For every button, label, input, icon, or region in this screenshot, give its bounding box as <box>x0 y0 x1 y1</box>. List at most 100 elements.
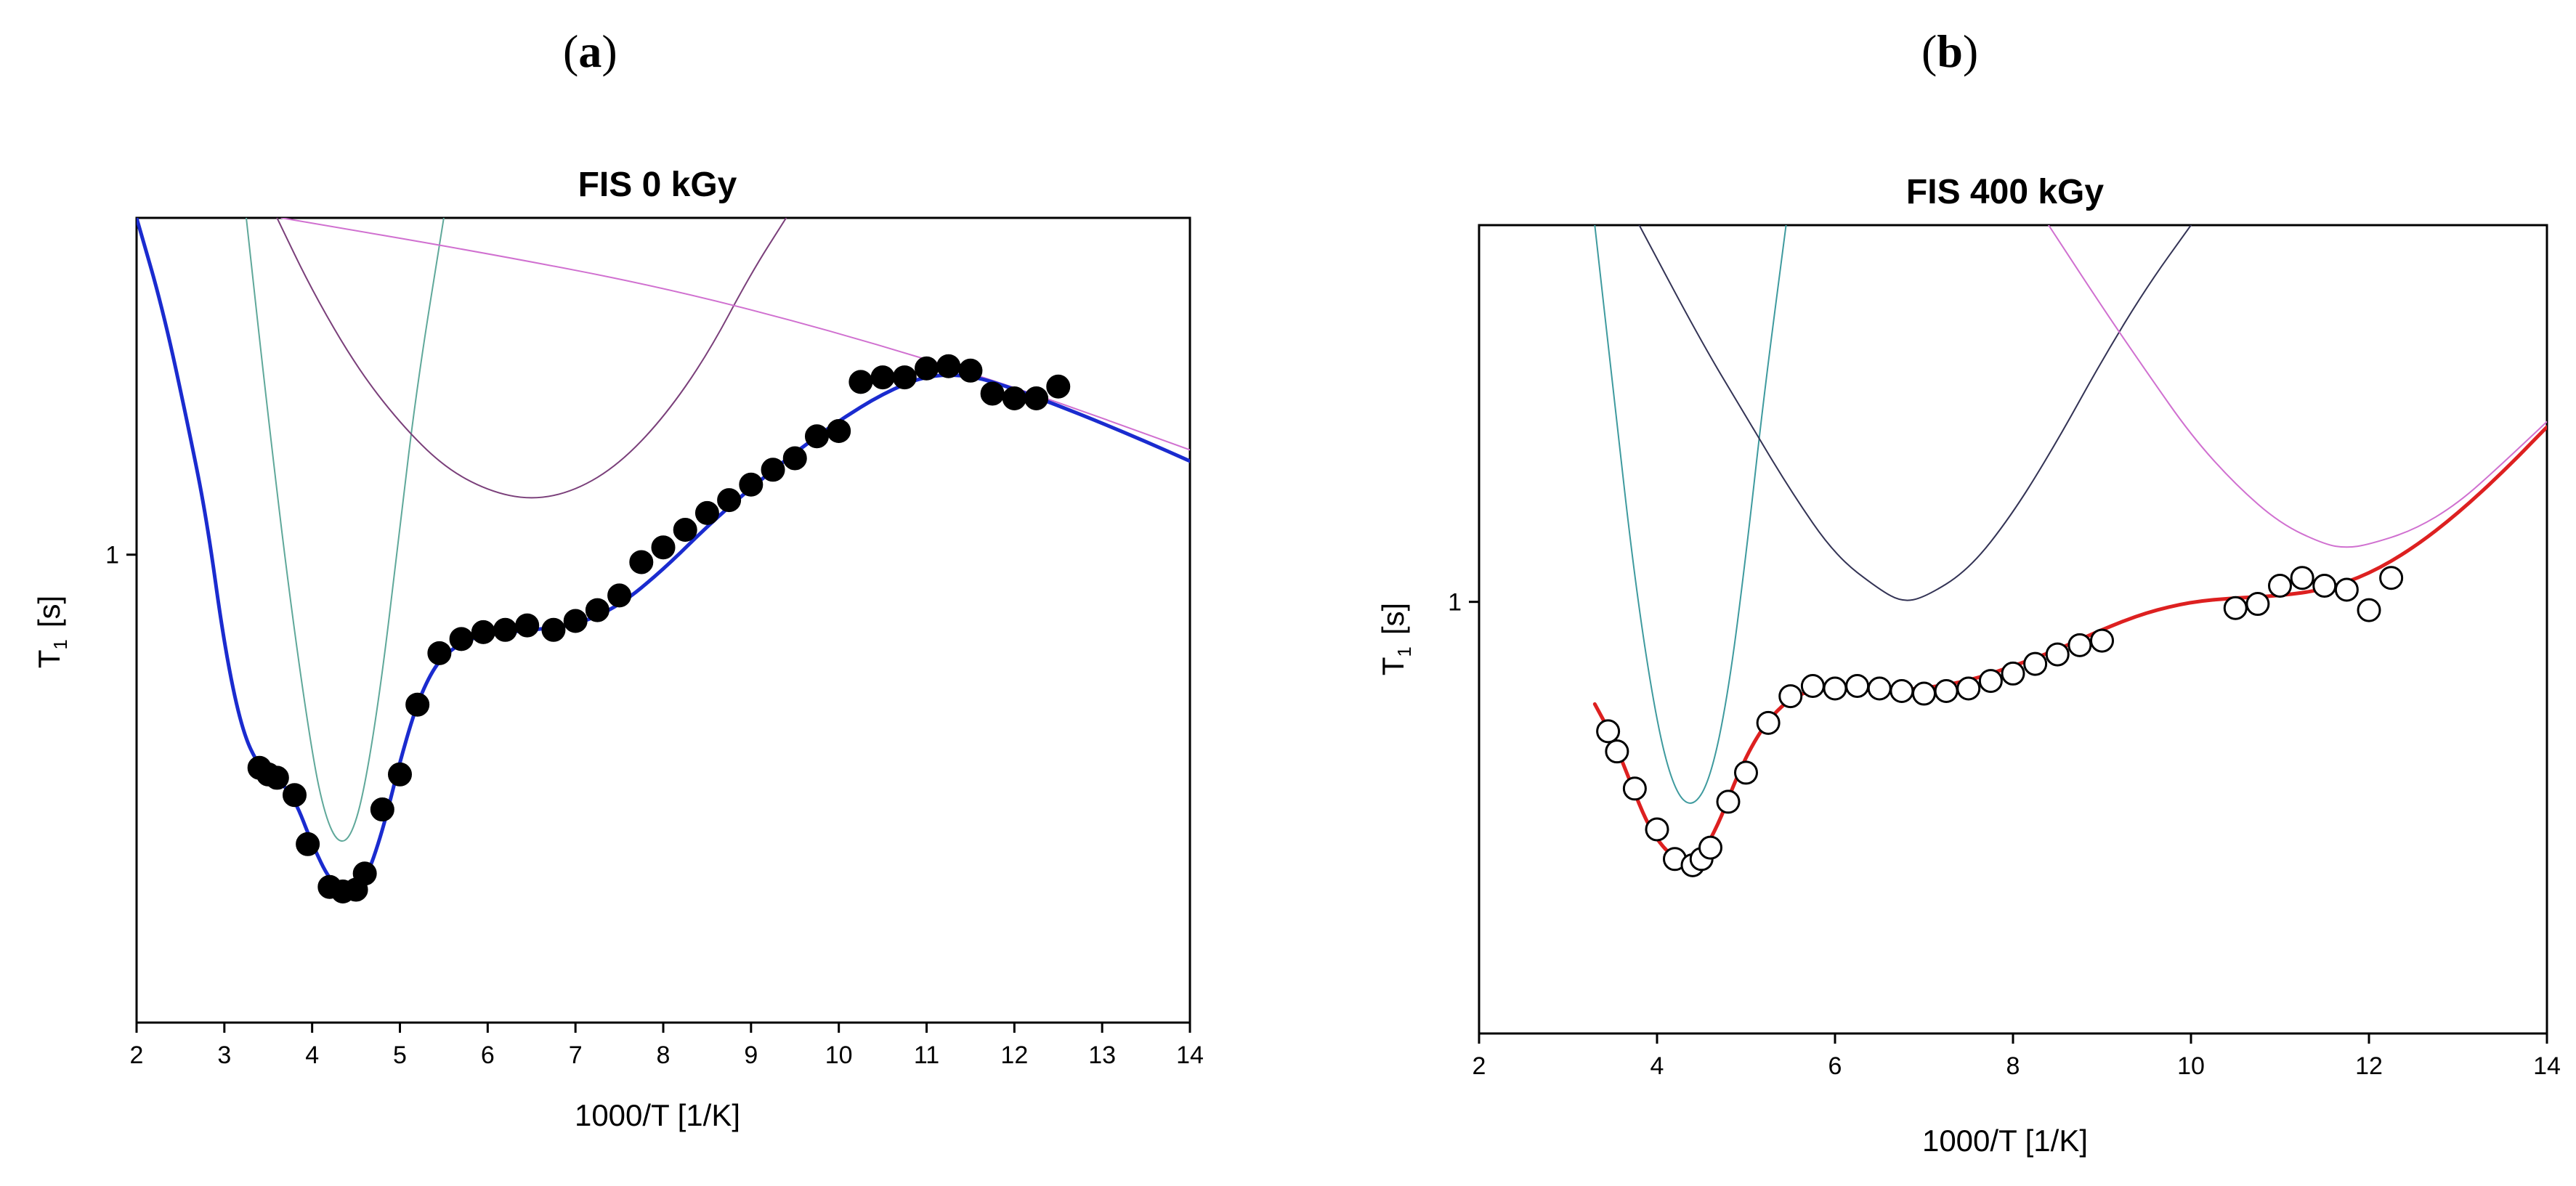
data-point-a-9 <box>370 797 394 822</box>
x-tick-label-a-14: 14 <box>1176 1041 1204 1069</box>
data-point-a-39 <box>1024 386 1049 411</box>
plot-content-b <box>1592 225 2547 877</box>
x-axis-label-b: 1000/T [1/K] <box>1922 1124 2088 1158</box>
y-axis-label-a: T1[s] <box>32 596 71 668</box>
data-point-b-29 <box>2290 566 2314 590</box>
data-point-a-20 <box>607 583 632 608</box>
data-point-a-11 <box>405 692 430 717</box>
data-point-b-25 <box>2090 628 2114 653</box>
panel-label-a: (a) <box>563 25 617 77</box>
data-point-b-24 <box>2067 633 2092 657</box>
chart-panel-b: (b) FIS 400 kGy 2 4 6 8 10 12 14 1 1000/T [1/K]… <box>1376 25 2561 1158</box>
y-tick-label-b-1: 1 <box>1448 589 1462 617</box>
data-point-a-17 <box>541 617 566 642</box>
data-point-b-19 <box>1956 676 1981 701</box>
data-point-a-14 <box>471 620 495 644</box>
x-tick-label-a-7: 7 <box>569 1041 583 1069</box>
data-point-b-13 <box>1823 676 1847 701</box>
data-point-a-13 <box>449 627 474 651</box>
x-tick-label-a-13: 13 <box>1088 1041 1116 1069</box>
data-point-a-26 <box>739 472 764 497</box>
data-point-a-28 <box>782 446 807 471</box>
data-point-b-1 <box>1605 739 1629 764</box>
curve-a-component-2 <box>276 218 787 499</box>
data-point-a-36 <box>958 358 983 383</box>
x-tick-label-a-3: 3 <box>217 1041 231 1069</box>
data-point-a-18 <box>563 609 588 633</box>
data-point-b-2 <box>1622 776 1647 801</box>
data-point-a-35 <box>936 354 961 378</box>
plot-content-a <box>137 218 1190 903</box>
data-point-a-32 <box>870 365 895 390</box>
data-point-a-30 <box>827 418 851 443</box>
x-tick-label-a-6: 6 <box>481 1041 495 1069</box>
data-point-b-28 <box>2268 574 2292 598</box>
data-point-a-24 <box>694 500 719 525</box>
data-point-a-21 <box>629 550 654 574</box>
data-point-b-10 <box>1756 710 1781 735</box>
svg-text:T1[s]: T1[s] <box>32 596 71 668</box>
data-point-b-14 <box>1845 674 1870 699</box>
data-point-b-11 <box>1778 684 1803 709</box>
data-point-a-31 <box>848 370 873 394</box>
x-tick-label-b-8: 8 <box>2006 1052 2020 1080</box>
data-point-a-15 <box>493 617 517 642</box>
data-point-b-20 <box>1978 669 2003 694</box>
data-point-a-22 <box>651 535 676 560</box>
curve-b-component-2 <box>1638 225 2192 601</box>
data-point-a-8 <box>352 861 377 886</box>
chart-title-a: FIS 0 kGy <box>578 166 737 204</box>
curve-a-component-3 <box>280 218 1190 451</box>
x-tick-label-a-11: 11 <box>914 1041 939 1069</box>
data-point-a-23 <box>673 517 697 542</box>
x-tick-label-a-2: 2 <box>130 1041 144 1069</box>
data-point-a-19 <box>585 598 609 622</box>
x-tick-label-b-14: 14 <box>2533 1052 2561 1080</box>
data-point-b-9 <box>1734 760 1758 785</box>
plot-frame-b <box>1478 224 2548 1035</box>
data-point-a-4 <box>296 832 320 856</box>
data-point-b-0 <box>1596 719 1621 744</box>
data-point-b-21 <box>2001 661 2025 686</box>
x-tick-label-a-5: 5 <box>393 1041 407 1069</box>
x-tick-label-a-9: 9 <box>744 1041 758 1069</box>
data-point-b-8 <box>1716 789 1741 814</box>
curve-b-component-1 <box>1594 225 1787 804</box>
panel-label-b: (b) <box>1921 25 1978 77</box>
chart-title-b: FIS 400 kGy <box>1906 173 2104 211</box>
data-point-a-3 <box>283 783 307 808</box>
data-point-a-34 <box>915 356 939 381</box>
data-point-a-37 <box>980 381 1005 406</box>
x-tick-label-b-10: 10 <box>2177 1052 2205 1080</box>
plot-frame-a <box>135 216 1191 1024</box>
x-tick-label-a-10: 10 <box>825 1041 853 1069</box>
y-axis-label-b: T1[s] <box>1376 603 1415 675</box>
curve-b-component-3 <box>2048 225 2547 548</box>
svg-text:T1[s]: T1[s] <box>1376 603 1415 675</box>
data-point-b-12 <box>1800 674 1825 699</box>
data-point-a-27 <box>761 458 785 482</box>
data-point-a-16 <box>515 613 540 638</box>
data-point-b-3 <box>1645 817 1669 842</box>
x-tick-label-b-6: 6 <box>1828 1052 1842 1080</box>
data-point-a-40 <box>1046 374 1071 399</box>
x-tick-label-a-8: 8 <box>657 1041 671 1069</box>
x-tick-label-a-12: 12 <box>1000 1041 1028 1069</box>
data-point-a-33 <box>892 365 917 390</box>
plot-area-b: 2 4 6 8 10 12 14 1 <box>1448 224 2561 1080</box>
data-point-b-22 <box>2023 651 2048 676</box>
data-point-a-12 <box>427 641 452 665</box>
chart-panel-a: (a) FIS 0 kGy 2 3 4 5 6 7 8 9 10 11 12 13 14 1 1000/T… <box>32 25 1204 1132</box>
x-tick-label-b-4: 4 <box>1650 1052 1664 1080</box>
data-point-a-10 <box>388 762 412 787</box>
data-point-b-7 <box>1698 835 1722 860</box>
data-point-a-38 <box>1002 386 1026 411</box>
data-point-b-16 <box>1890 678 1914 703</box>
data-point-a-25 <box>717 488 742 513</box>
data-point-a-29 <box>804 424 829 449</box>
curve-a-component-1 <box>246 218 445 842</box>
data-point-b-17 <box>1912 681 1936 706</box>
data-point-b-18 <box>1934 678 1959 703</box>
x-tick-label-b-12: 12 <box>2355 1052 2383 1080</box>
